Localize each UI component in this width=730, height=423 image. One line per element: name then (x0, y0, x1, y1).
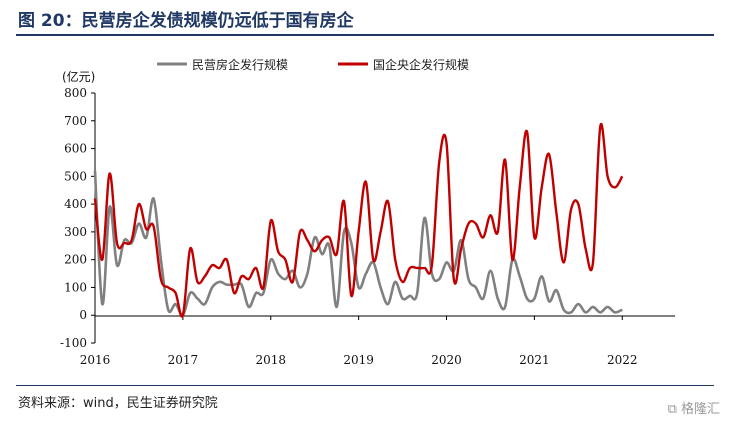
watermark-text: 格隆汇 (680, 402, 720, 417)
y-tick-label: 700 (64, 114, 87, 128)
x-tick-label: 2020 (431, 353, 462, 367)
y-tick-label: -100 (60, 336, 87, 350)
footer-divider (16, 385, 714, 386)
title-divider (16, 34, 714, 36)
chart-title: 图 20：民营房企发债规模仍远低于国有房企 (18, 11, 354, 31)
line-chart: (亿元) 民营房企发行规模 国企央企发行规模 -100 0 100 200 300 400… (60, 57, 675, 367)
x-tick-label: 2022 (607, 353, 638, 367)
series-line-state (93, 122, 624, 318)
chart-legend: 民营房企发行规模 国企央企发行规模 (157, 57, 469, 72)
y-tick-label: 0 (79, 308, 87, 322)
y-tick-label: 100 (64, 280, 87, 294)
source-note: 资料来源：wind，民生证券研究院 (18, 396, 218, 411)
x-tick-label: 2019 (343, 353, 374, 367)
chart-axes: -100 0 100 200 300 400 500 600 700 800 2016 2017 201… (60, 86, 675, 367)
legend-label-state: 国企央企发行规模 (373, 57, 469, 72)
y-axis-unit-label: (亿元) (62, 69, 95, 84)
chart-series (93, 122, 624, 318)
watermark: ⧉ 格隆汇 (667, 402, 720, 417)
x-tick-label: 2016 (80, 353, 111, 367)
x-tick-label: 2021 (519, 353, 550, 367)
y-tick-label: 400 (64, 197, 87, 211)
y-tick-label: 800 (64, 86, 87, 100)
y-tick-label: 200 (64, 253, 87, 267)
x-tick-label: 2017 (168, 353, 199, 367)
y-tick-label: 300 (64, 225, 87, 239)
x-tick-label: 2018 (255, 353, 286, 367)
y-tick-label: 500 (64, 169, 87, 183)
legend-label-private: 民营房企发行规模 (192, 57, 288, 72)
y-tick-label: 600 (64, 142, 87, 156)
